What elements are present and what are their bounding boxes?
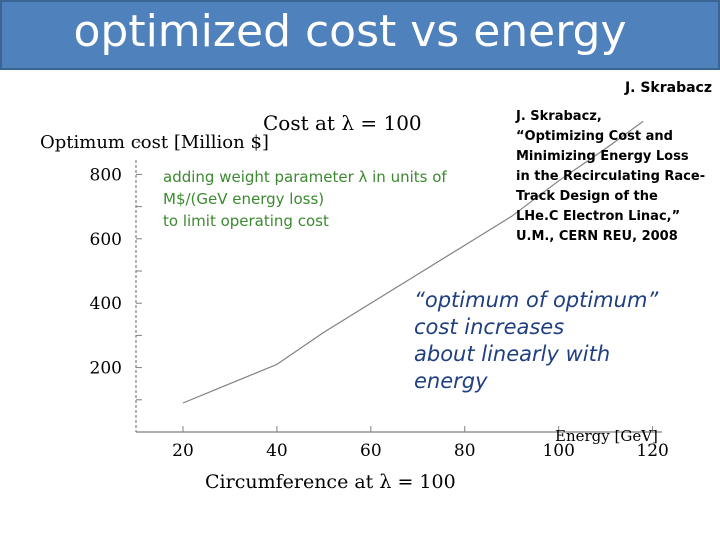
chart-title: Cost at λ = 100 xyxy=(263,111,422,135)
y-tick-label: 200 xyxy=(90,359,122,379)
x-tick-label: 120 xyxy=(636,441,668,461)
reference-line: “Optimizing Cost and xyxy=(516,129,673,144)
comment-line: energy xyxy=(414,369,488,393)
y-axis-label: Optimum cost [Million $] xyxy=(40,132,269,153)
comment-line: “optimum of optimum” xyxy=(414,288,659,312)
x-tick-label: 20 xyxy=(172,441,194,461)
y-tick-label: 400 xyxy=(90,294,122,314)
reference-line: in the Recirculating Race- xyxy=(516,169,706,184)
title-bar xyxy=(0,0,720,70)
reference-line: LHe.C Electron Linac,” xyxy=(516,209,681,224)
comment-line: about linearly with xyxy=(414,342,611,366)
reference-citation: J. Skrabacz, “Optimizing Cost and Minimi… xyxy=(516,107,716,247)
author-label: J. Skrabacz xyxy=(624,80,712,96)
x-tick-label: 60 xyxy=(360,441,382,461)
reference-line: U.M., CERN REU, 2008 xyxy=(516,229,678,244)
series-line xyxy=(182,120,644,404)
reference-line: Minimizing Energy Loss xyxy=(516,149,689,164)
y-tick-label: 600 xyxy=(90,230,122,250)
x-tick-label: 40 xyxy=(266,441,288,461)
x-axis-label: Energy [GeV] xyxy=(555,427,658,445)
x-tick-label: 100 xyxy=(542,441,574,461)
weight-parameter-note: adding weight parameter λ in units of M$… xyxy=(163,166,447,232)
x2-axis-label: Circumference at λ = 100 xyxy=(205,471,456,493)
y-tick-label: 800 xyxy=(90,165,122,185)
chart-ticks xyxy=(136,141,654,432)
slide-title: optimized cost vs energy xyxy=(73,6,627,57)
observation-comment: “optimum of optimum” cost increases abou… xyxy=(414,287,658,395)
note-line: to limit operating cost xyxy=(163,212,329,230)
reference-line: J. Skrabacz, xyxy=(516,109,602,124)
reference-line: Track Design of the xyxy=(516,189,658,204)
x-tick-label: 80 xyxy=(454,441,476,461)
chart-axes xyxy=(135,160,662,433)
comment-line: cost increases xyxy=(414,315,565,339)
chart-tick-labels: 20 40 60 80 100 120 200 400 600 800 xyxy=(90,165,669,461)
note-line: adding weight parameter λ in units of xyxy=(163,168,447,186)
note-line: M$/(GeV energy loss) xyxy=(163,190,325,208)
